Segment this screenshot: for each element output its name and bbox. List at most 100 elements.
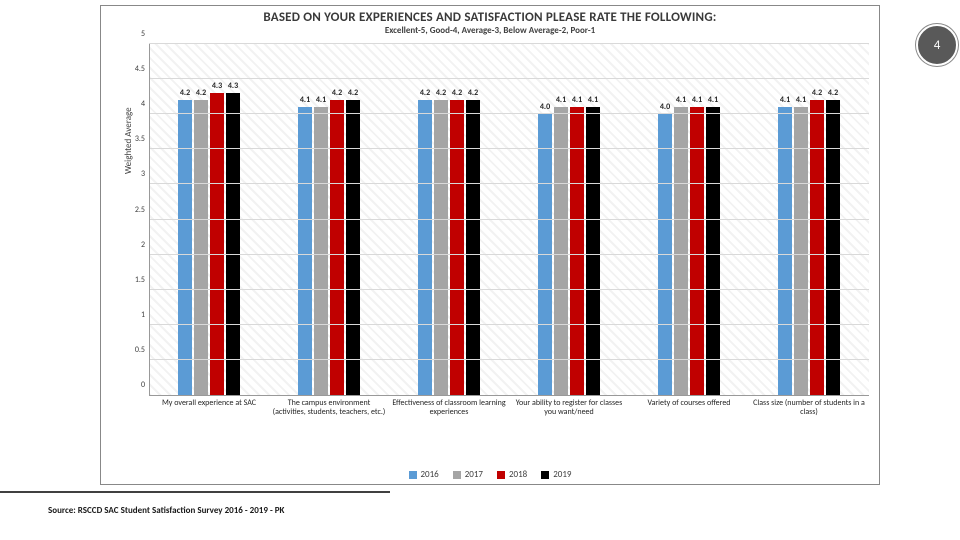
bar-value-label: 4.2 xyxy=(436,88,446,98)
x-axis-label: Variety of courses offered xyxy=(629,396,749,417)
y-tick-label: 1 xyxy=(141,310,149,320)
bar: 4.1 xyxy=(778,107,792,395)
bar: 4.1 xyxy=(674,107,688,395)
x-axis-label: My overall experience at SAC xyxy=(149,396,269,417)
bar-value-label: 4.1 xyxy=(780,95,790,105)
legend-label: 2017 xyxy=(465,469,483,480)
bar-value-label: 4.0 xyxy=(660,102,670,112)
legend-item: 2019 xyxy=(541,469,571,480)
bar: 4.2 xyxy=(418,100,432,395)
bar-value-label: 4.1 xyxy=(572,95,582,105)
y-tick-label: 3 xyxy=(141,169,149,179)
y-tick-label: 3.5 xyxy=(135,134,149,144)
bar: 4.3 xyxy=(226,93,240,395)
y-tick-label: 0.5 xyxy=(135,345,149,355)
bar-value-label: 4.2 xyxy=(452,88,462,98)
chart-title: BASED ON YOUR EXPERIENCES AND SATISFACTI… xyxy=(101,10,879,25)
bar: 4.2 xyxy=(450,100,464,395)
bar: 4.2 xyxy=(466,100,480,395)
x-axis-labels: My overall experience at SACThe campus e… xyxy=(149,396,869,417)
bar-value-label: 4.2 xyxy=(812,88,822,98)
bar-value-label: 4.1 xyxy=(316,95,326,105)
gridline xyxy=(149,148,869,149)
plot-area: Weighted Average 4.24.24.34.34.14.14.24.… xyxy=(131,44,869,424)
bar-value-label: 4.2 xyxy=(348,88,358,98)
chart-container: BASED ON YOUR EXPERIENCES AND SATISFACTI… xyxy=(100,5,880,485)
gridline xyxy=(149,183,869,184)
bar-value-label: 4.2 xyxy=(420,88,430,98)
divider xyxy=(0,491,390,493)
bar-value-label: 4.1 xyxy=(796,95,806,105)
bar-value-label: 4.1 xyxy=(588,95,598,105)
bar: 4.1 xyxy=(554,107,568,395)
y-tick-label: 4 xyxy=(141,99,149,109)
bar: 4.1 xyxy=(794,107,808,395)
legend-label: 2018 xyxy=(509,469,527,480)
x-axis-label: The campus environment (activities, stud… xyxy=(269,396,389,417)
bar-group: 4.24.24.24.2 xyxy=(389,44,509,395)
bar: 4.1 xyxy=(314,107,328,395)
bar: 4.1 xyxy=(706,107,720,395)
gridline xyxy=(149,254,869,255)
legend-swatch xyxy=(409,471,417,479)
legend-item: 2017 xyxy=(453,469,483,480)
bar-value-label: 4.3 xyxy=(228,81,238,91)
legend-label: 2019 xyxy=(553,469,571,480)
bar-value-label: 4.1 xyxy=(556,95,566,105)
legend-label: 2016 xyxy=(421,469,439,480)
bar-group: 4.14.14.24.2 xyxy=(749,44,869,395)
bar: 4.2 xyxy=(346,100,360,395)
y-tick-label: 5 xyxy=(141,29,149,39)
bar: 4.2 xyxy=(194,100,208,395)
bar-group: 4.04.14.14.1 xyxy=(509,44,629,395)
gridline xyxy=(149,324,869,325)
bar-groups: 4.24.24.34.34.14.14.24.24.24.24.24.24.04… xyxy=(149,44,869,395)
gridline xyxy=(149,219,869,220)
y-axis-title: Weighted Average xyxy=(123,107,134,174)
bar: 4.1 xyxy=(570,107,584,395)
legend-swatch xyxy=(497,471,505,479)
y-tick-label: 1.5 xyxy=(135,275,149,285)
y-tick-label: 2.5 xyxy=(135,205,149,215)
bar: 4.1 xyxy=(298,107,312,395)
bar-value-label: 4.0 xyxy=(540,102,550,112)
y-tick-label: 4.5 xyxy=(135,64,149,74)
bar: 4.2 xyxy=(826,100,840,395)
page-number-badge: 4 xyxy=(916,24,958,66)
legend-item: 2018 xyxy=(497,469,527,480)
bar-value-label: 4.3 xyxy=(212,81,222,91)
x-axis-label: Your ability to register for classes you… xyxy=(509,396,629,417)
bar-value-label: 4.2 xyxy=(468,88,478,98)
bar: 4.2 xyxy=(810,100,824,395)
bar-value-label: 4.2 xyxy=(196,88,206,98)
bar-value-label: 4.1 xyxy=(300,95,310,105)
x-axis-label: Effectiveness of classroom learning expe… xyxy=(389,396,509,417)
bar: 4.3 xyxy=(210,93,224,395)
legend: 2016 2017 2018 2019 xyxy=(101,469,879,480)
chart-subtitle: Excellent-5, Good-4, Average-3, Below Av… xyxy=(101,25,879,36)
bar-value-label: 4.1 xyxy=(708,95,718,105)
gridline xyxy=(149,78,869,79)
bar-value-label: 4.2 xyxy=(332,88,342,98)
bar-group: 4.04.14.14.1 xyxy=(629,44,749,395)
bar: 4.2 xyxy=(330,100,344,395)
bar-value-label: 4.2 xyxy=(180,88,190,98)
legend-item: 2016 xyxy=(409,469,439,480)
bar-group: 4.14.14.24.2 xyxy=(269,44,389,395)
plot: 4.24.24.34.34.14.14.24.24.24.24.24.24.04… xyxy=(149,44,869,396)
legend-swatch xyxy=(541,471,549,479)
y-tick-label: 2 xyxy=(141,240,149,250)
y-tick-label: 0 xyxy=(141,380,149,390)
gridline xyxy=(149,289,869,290)
x-axis-label: Class size (number of students in a clas… xyxy=(749,396,869,417)
bar-group: 4.24.24.34.3 xyxy=(149,44,269,395)
legend-swatch xyxy=(453,471,461,479)
bar-value-label: 4.1 xyxy=(692,95,702,105)
gridline xyxy=(149,113,869,114)
gridline xyxy=(149,43,869,44)
bar-value-label: 4.2 xyxy=(828,88,838,98)
source-note: Source: RSCCD SAC Student Satisfaction S… xyxy=(48,506,284,516)
bar: 4.1 xyxy=(690,107,704,395)
bar: 4.2 xyxy=(434,100,448,395)
bar-value-label: 4.1 xyxy=(676,95,686,105)
